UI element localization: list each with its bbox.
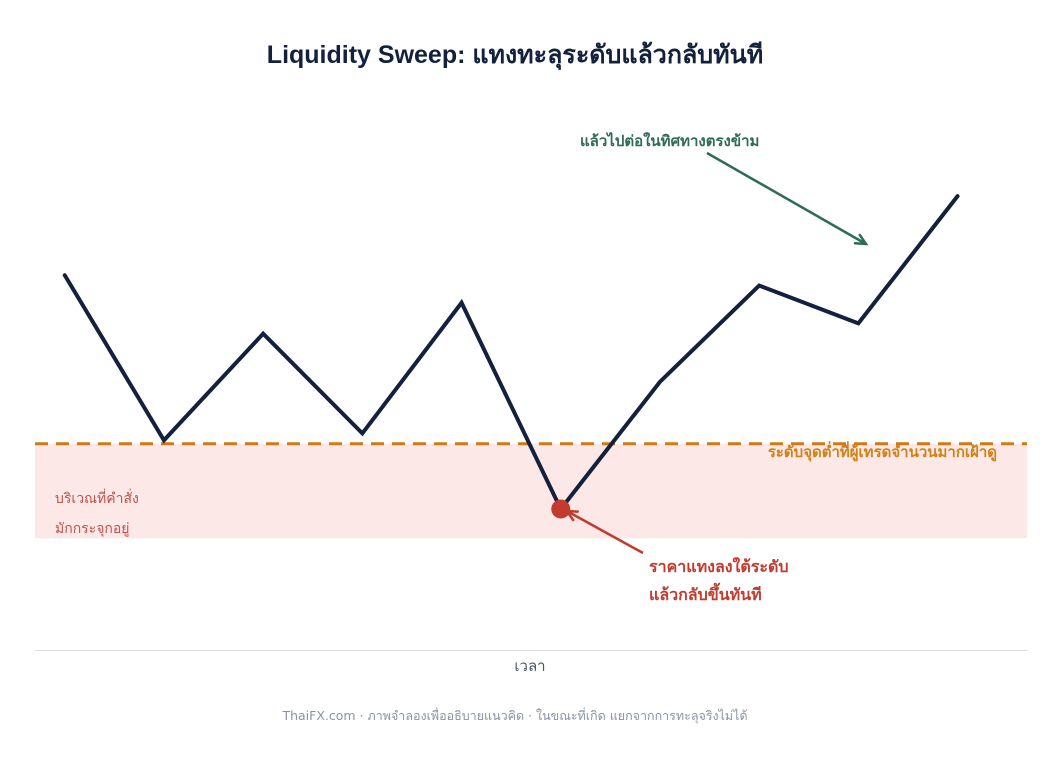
sweep-point-marker [551, 499, 571, 519]
continuation-label: แล้วไปต่อในทิศทางตรงข้าม [580, 131, 759, 150]
sweep-arrow [564, 509, 644, 555]
price-series [62, 194, 960, 519]
zone-label-line2: มักกระจุกอยู่ [55, 521, 130, 537]
continuation-arrow-line [706, 151, 867, 246]
sweep-label-line2: แล้วกลับขึ้นทันที [649, 582, 762, 604]
price-line [62, 194, 960, 513]
zone-label-line1: บริเวณที่คำสั่ง [55, 489, 139, 507]
continuation-arrow-head [853, 233, 869, 246]
chart-title: Liquidity Sweep: แทงทะลุระดับแล้วกลับทัน… [267, 41, 763, 71]
x-axis-label: เวลา [514, 657, 545, 675]
sweep-arrow-line [566, 509, 644, 555]
sweep-arrow-head [564, 509, 579, 522]
continuation-arrow [706, 151, 869, 246]
support-level-label: ระดับจุดต่ำที่ผู้เทรดจำนวนมากเฝ้าดู [768, 441, 997, 462]
footer-note: ThaiFX.com · ภาพจำลองเพื่ออธิบายแนวคิด ·… [281, 707, 747, 724]
order-zone [35, 443, 1027, 539]
sweep-label-line1: ราคาแทงลงใต้ระดับ [649, 557, 789, 576]
